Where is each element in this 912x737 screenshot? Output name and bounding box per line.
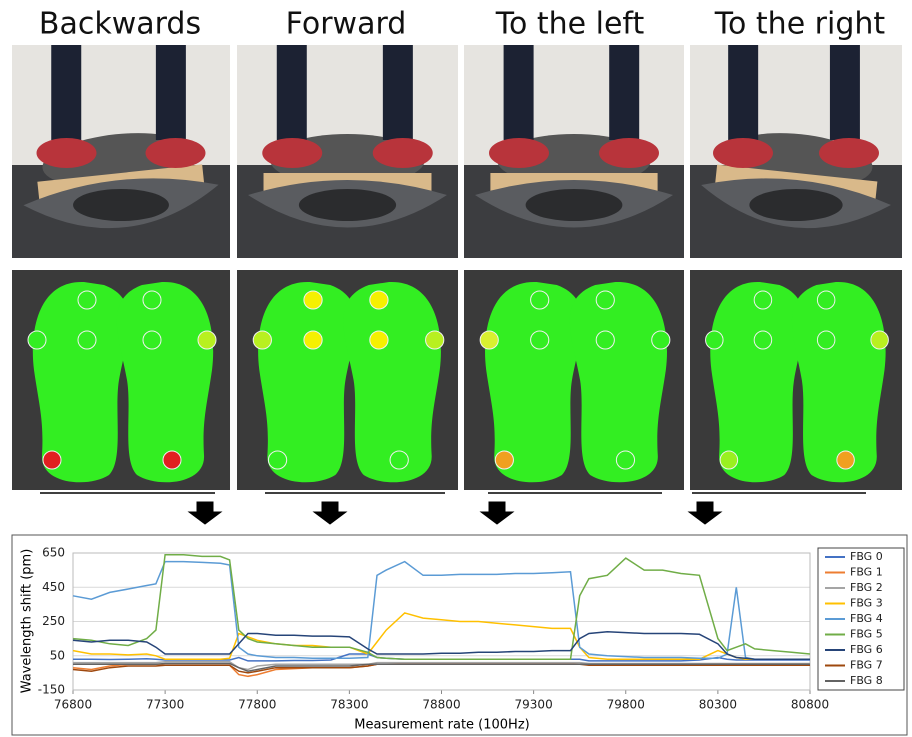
leg <box>830 45 860 140</box>
leg <box>609 45 639 140</box>
shoe <box>146 138 206 168</box>
sensor <box>78 291 96 309</box>
sensor <box>198 331 216 349</box>
sensor <box>43 451 61 469</box>
heading: Backwards <box>39 7 201 42</box>
page: Backwards Forward To the left To the rig… <box>0 0 912 737</box>
photo <box>464 45 684 258</box>
leg <box>504 45 534 140</box>
photo <box>237 45 458 258</box>
x-axis-title: Measurement rate (100Hz) <box>354 718 529 733</box>
x-tick-label: 80300 <box>699 698 737 712</box>
sensor <box>817 291 835 309</box>
shoe <box>489 138 549 168</box>
sensor <box>78 331 96 349</box>
sensor <box>28 331 46 349</box>
sensor <box>390 451 408 469</box>
board-hole <box>73 189 169 221</box>
legend-label: FBG 0 <box>850 550 883 563</box>
y-axis-title: Wavelength shift (pm) <box>20 549 35 694</box>
sensor <box>304 331 322 349</box>
sensor <box>531 331 549 349</box>
insoles <box>12 270 902 490</box>
shoe <box>819 138 879 168</box>
sensor <box>143 331 161 349</box>
x-tick-label: 79300 <box>515 698 553 712</box>
leg <box>156 45 186 140</box>
insole-panel <box>690 270 902 490</box>
y-tick-label: 50 <box>50 648 65 662</box>
sensor <box>837 451 855 469</box>
x-tick-label: 76800 <box>54 698 92 712</box>
shoe <box>713 138 773 168</box>
sensor <box>706 331 724 349</box>
photo <box>12 45 230 258</box>
x-tick-label: 78800 <box>422 698 460 712</box>
sensor <box>531 291 549 309</box>
legend-label: FBG 3 <box>850 597 883 610</box>
x-tick-label: 79800 <box>607 698 645 712</box>
y-tick-label: 450 <box>42 580 65 594</box>
sensor <box>370 331 388 349</box>
arrows <box>40 493 866 524</box>
sensor <box>480 331 498 349</box>
legend-label: FBG 2 <box>850 581 883 594</box>
board-hole <box>749 189 842 221</box>
y-tick-label: -150 <box>38 683 65 697</box>
sensor <box>426 331 444 349</box>
board-hole <box>526 189 623 221</box>
legend-label: FBG 8 <box>850 674 883 687</box>
shoe <box>599 138 659 168</box>
sensor <box>616 451 634 469</box>
sensor <box>268 451 286 469</box>
legend-label: FBG 6 <box>850 643 883 656</box>
leg <box>383 45 413 140</box>
insole-panel <box>237 270 458 490</box>
heading: To the left <box>495 7 645 42</box>
photos <box>12 45 902 258</box>
shoe <box>373 138 433 168</box>
leg <box>728 45 758 140</box>
leg <box>51 45 81 140</box>
sensor <box>720 451 738 469</box>
sensor <box>817 331 835 349</box>
heading: To the right <box>714 7 886 42</box>
sensor <box>754 331 772 349</box>
shoe <box>262 138 322 168</box>
sensor <box>495 451 513 469</box>
legend-label: FBG 4 <box>850 612 883 625</box>
legend-label: FBG 7 <box>850 659 883 672</box>
board-hole <box>299 189 396 221</box>
sensor <box>143 291 161 309</box>
photo <box>690 45 902 258</box>
sensor <box>253 331 271 349</box>
shoe <box>37 138 97 168</box>
sensor <box>304 291 322 309</box>
legend-label: FBG 1 <box>850 566 883 579</box>
x-tick-label: 78300 <box>330 698 368 712</box>
insole-panel <box>464 270 684 490</box>
x-tick-label: 77800 <box>238 698 276 712</box>
heading: Forward <box>286 7 407 42</box>
sensor <box>370 291 388 309</box>
x-tick-label: 77300 <box>146 698 184 712</box>
right-insole <box>792 282 886 482</box>
sensor <box>163 451 181 469</box>
sensor <box>596 291 614 309</box>
right-insole <box>570 282 667 482</box>
sensor <box>754 291 772 309</box>
right-insole <box>117 282 213 482</box>
legend-label: FBG 5 <box>850 628 883 641</box>
sensor <box>596 331 614 349</box>
y-tick-label: 250 <box>42 614 65 628</box>
insole-panel <box>12 270 230 490</box>
sensor <box>871 331 889 349</box>
y-tick-label: 650 <box>42 546 65 560</box>
leg <box>277 45 307 140</box>
x-tick-label: 80800 <box>791 698 829 712</box>
right-insole <box>343 282 441 482</box>
figure: Backwards Forward To the left To the rig… <box>0 0 912 737</box>
sensor <box>652 331 670 349</box>
